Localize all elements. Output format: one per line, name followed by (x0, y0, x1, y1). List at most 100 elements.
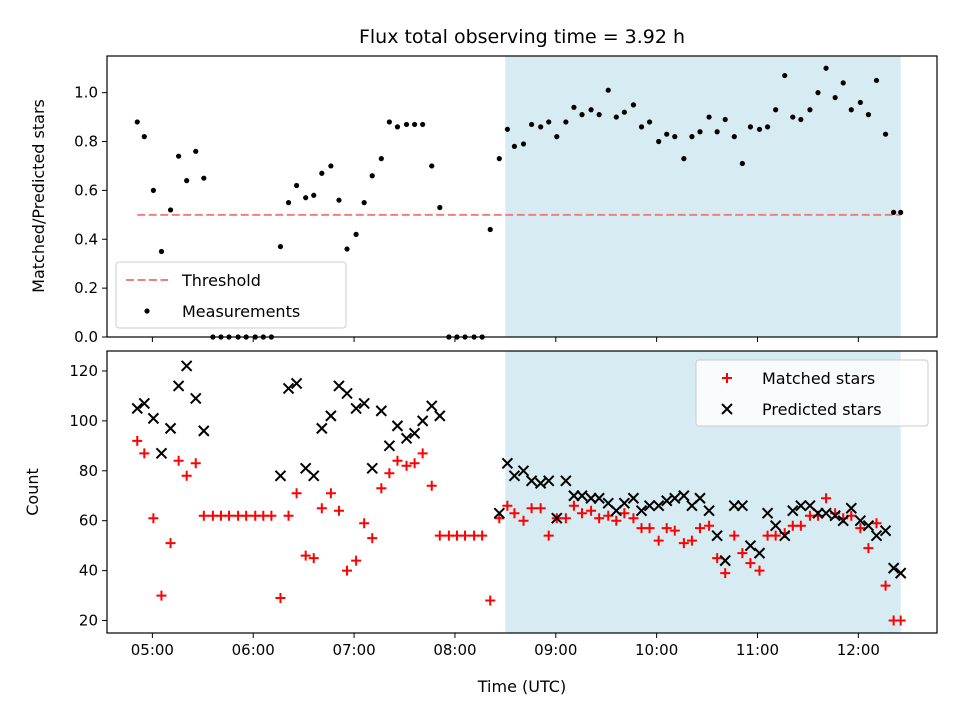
measurement-point (782, 72, 788, 79)
matched-point (518, 515, 529, 526)
predicted-point (434, 410, 446, 422)
matched-point (165, 538, 176, 549)
measurement-point (167, 207, 174, 213)
measurement-point (764, 124, 771, 130)
predicted-point (560, 475, 572, 487)
matched-point (308, 553, 319, 564)
matched-point (494, 513, 505, 524)
measurement-point (141, 134, 147, 140)
x-tick-label: 08:00 (433, 641, 476, 659)
predicted-point (703, 505, 715, 517)
matched-point (577, 508, 588, 519)
measurement-point (411, 121, 418, 128)
measurement-point (882, 131, 889, 137)
measurement-point (646, 119, 653, 125)
predicted-point (375, 405, 388, 417)
matched-point (275, 593, 286, 604)
matched-point (266, 510, 277, 521)
measurement-point (747, 124, 754, 130)
predicted-point (870, 529, 883, 542)
predicted-point (383, 440, 396, 452)
y-tick-label: 1.0 (74, 84, 98, 102)
matched-point (729, 530, 740, 541)
top-ylabel: Matched/Predicted stars (29, 99, 48, 293)
measurement-point (873, 77, 880, 84)
predicted-point (669, 492, 681, 504)
y-tick-label: 100 (69, 412, 98, 430)
matched-point (770, 530, 781, 541)
measurement-point (344, 246, 350, 252)
matched-point (316, 503, 327, 514)
measurement-point (437, 204, 443, 211)
matched-point (880, 580, 891, 591)
matched-point (895, 615, 906, 626)
predicted-point (147, 412, 160, 425)
matched-point (460, 530, 471, 541)
predicted-point (350, 402, 362, 415)
predicted-point (274, 470, 287, 482)
predicted-point (862, 519, 875, 532)
predicted-point (719, 554, 731, 567)
measurement-point (840, 80, 846, 86)
measurement-point (504, 126, 510, 132)
x-tick-label: 12:00 (837, 641, 880, 659)
matched-point (795, 520, 806, 531)
predicted-point (155, 447, 168, 460)
predicted-point (787, 505, 799, 517)
predicted-point (416, 415, 429, 427)
matched-point (409, 458, 420, 469)
measurement-point (613, 114, 619, 120)
matched-point (342, 565, 353, 576)
measurement-point (848, 107, 854, 113)
y-tick-label: 0.0 (74, 328, 98, 346)
predicted-point (694, 492, 706, 504)
measurement-point (328, 163, 334, 169)
measurement-point (722, 116, 728, 123)
measurement-point (285, 200, 292, 206)
legend-matched-swatch (722, 373, 732, 383)
predicted-point (744, 539, 757, 552)
predicted-point (325, 410, 337, 422)
matched-point (401, 460, 412, 471)
matched-point (333, 505, 344, 516)
chart-title: Flux total observing time = 3.92 h (359, 26, 685, 48)
predicted-point (282, 382, 295, 395)
measurement-point (420, 121, 426, 128)
x-tick-label: 10:00 (635, 641, 678, 659)
predicted-point (887, 562, 900, 574)
predicted-point (593, 492, 605, 504)
measurement-point (403, 121, 410, 128)
measurement-point (158, 248, 165, 255)
predicted-point (316, 422, 328, 435)
predicted-point (618, 497, 631, 509)
predicted-point (517, 465, 530, 477)
x-tick-label: 06:00 (232, 641, 275, 659)
measurement-point (579, 112, 585, 118)
predicted-point (736, 500, 749, 512)
predicted-point (837, 514, 849, 527)
predicted-point (854, 514, 867, 527)
measurement-point (823, 65, 829, 71)
measurement-point (303, 195, 309, 201)
matched-point (628, 513, 639, 524)
predicted-point (366, 462, 378, 474)
measurement-point (689, 134, 695, 140)
bottom-axes: 05:00 06:00 07:00 08:00 09:00 10:00 11:00 12:00… (69, 350, 938, 659)
matched-point (594, 513, 605, 524)
matched-point (619, 508, 630, 519)
matched-point (173, 455, 184, 466)
measurement-point (176, 153, 182, 159)
xlabel: Time (UTC) (477, 677, 566, 696)
y-tick-label: 0.6 (74, 181, 98, 199)
measurement-point (798, 116, 804, 123)
measurement-point (336, 197, 342, 203)
measurement-point (697, 129, 703, 135)
measurement-point (773, 107, 779, 113)
measurement-point (672, 134, 678, 140)
measurement-point (891, 209, 897, 215)
matched-point (198, 510, 209, 521)
measurement-point (656, 138, 662, 145)
y-tick-label: 0.4 (74, 230, 98, 248)
matched-point (367, 533, 378, 544)
y-tick-label: 40 (79, 562, 98, 580)
